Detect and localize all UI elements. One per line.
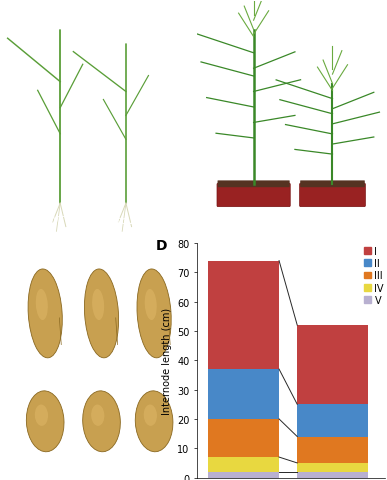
Bar xyxy=(297,405,368,437)
Text: rtd1: rtd1 xyxy=(321,217,344,228)
Text: A: A xyxy=(11,10,22,24)
FancyBboxPatch shape xyxy=(300,181,365,188)
Text: WT: WT xyxy=(245,217,262,228)
Text: C: C xyxy=(11,251,22,264)
Ellipse shape xyxy=(144,405,157,426)
Text: D: D xyxy=(156,239,168,253)
Ellipse shape xyxy=(83,391,120,452)
Ellipse shape xyxy=(26,391,64,452)
Bar xyxy=(297,463,368,472)
FancyBboxPatch shape xyxy=(217,181,290,188)
Ellipse shape xyxy=(28,269,62,358)
Bar xyxy=(208,457,279,472)
Bar xyxy=(208,419,279,457)
Ellipse shape xyxy=(137,269,171,358)
Text: rtd1: rtd1 xyxy=(45,452,68,462)
Text: I: I xyxy=(12,449,15,459)
Ellipse shape xyxy=(84,269,119,358)
FancyBboxPatch shape xyxy=(300,184,365,207)
Bar xyxy=(208,261,279,369)
Bar xyxy=(297,325,368,405)
Bar xyxy=(297,437,368,463)
FancyBboxPatch shape xyxy=(217,184,290,207)
Text: B: B xyxy=(205,10,216,24)
Bar xyxy=(208,369,279,419)
Ellipse shape xyxy=(145,289,157,320)
Text: rtd1: rtd1 xyxy=(113,215,136,225)
Bar xyxy=(297,472,368,478)
Ellipse shape xyxy=(35,405,48,426)
Y-axis label: Internode length (cm): Internode length (cm) xyxy=(162,307,172,414)
Ellipse shape xyxy=(135,391,173,452)
Text: WT: WT xyxy=(29,358,46,368)
Ellipse shape xyxy=(92,289,104,320)
Bar xyxy=(208,472,279,478)
Text: WT: WT xyxy=(48,215,65,225)
Ellipse shape xyxy=(91,405,104,426)
Legend: I, II, III, IV, V: I, II, III, IV, V xyxy=(364,246,384,306)
Ellipse shape xyxy=(36,289,48,320)
